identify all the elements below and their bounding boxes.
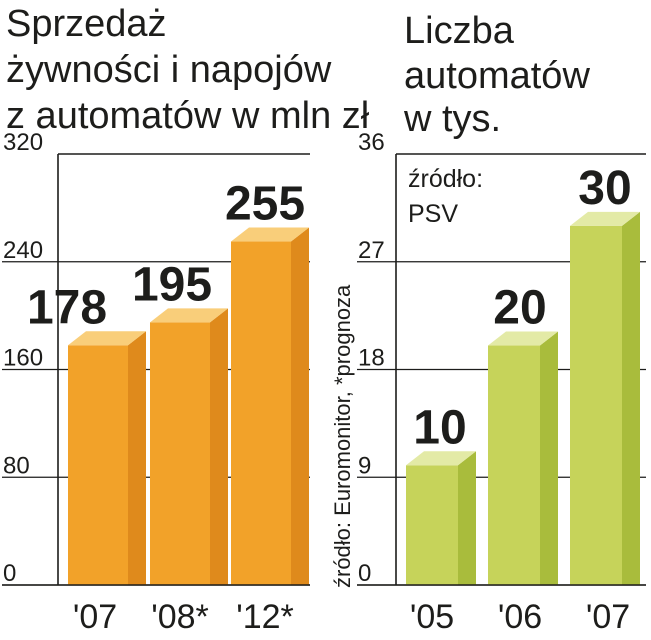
right-chart-plot: 0 9 18 27 36 10 '05 20 '06 30 '07 — [357, 129, 646, 636]
chart-0-bar-side — [210, 308, 228, 585]
chart-1-value-label: 20 — [493, 282, 546, 335]
chart-1-bar-side — [622, 211, 640, 586]
right-title-line-3: w tys. — [403, 98, 501, 140]
chart-0-bar-top — [150, 308, 228, 323]
chart-1-bar — [406, 465, 458, 585]
chart-0-bar — [68, 345, 128, 585]
right-title-line-2: automatów — [404, 55, 590, 97]
chart-1-y-tick-label: 0 — [358, 560, 371, 587]
chart-0-value-label: 255 — [225, 178, 305, 231]
chart-1-bar — [570, 225, 622, 586]
left-chart-plot: 0 80 160 240 320 178 '07 195 '08* 255 '12* — [2, 129, 310, 636]
chart-1-y-tick-label: 9 — [358, 452, 371, 479]
chart-0-category-label: '08* — [151, 598, 209, 636]
chart-1-bar-side — [458, 451, 476, 585]
chart-1-bar-top — [488, 331, 558, 346]
right-chart-title: Liczba automatów w tys. — [403, 10, 590, 140]
chart-1-category-label: '06 — [498, 598, 542, 636]
chart-1-y-tick-label: 27 — [358, 237, 385, 264]
left-title-line-1: Sprzedaż — [6, 3, 167, 45]
chart-0-y-tick-label: 160 — [3, 345, 43, 372]
chart-0-bar-top — [68, 331, 146, 346]
chart-0-bar — [150, 322, 210, 585]
right-title-line-1: Liczba — [404, 10, 515, 52]
chart-0-bar — [231, 241, 291, 585]
chart-1-bar-side — [540, 331, 558, 585]
chart-0-bar-top — [231, 227, 309, 242]
left-title-line-2: żywności i napojów — [6, 49, 332, 91]
chart-1-bar-top — [406, 451, 476, 466]
chart-1-bar-top — [570, 211, 640, 226]
chart-0-value-label: 178 — [27, 281, 107, 334]
chart-1-y-tick-label: 36 — [358, 129, 385, 156]
chart-0-category-label: '12* — [236, 598, 294, 636]
chart-1-bar — [488, 345, 540, 585]
chart-0-y-tick-label: 80 — [3, 452, 30, 479]
chart-0-value-label: 195 — [132, 258, 212, 311]
chart-1-category-label: '05 — [410, 598, 454, 636]
left-chart-source-note: źródło: Euromonitor, *prognoza — [330, 284, 355, 588]
right-chart-source-note: źródło: PSV — [408, 165, 483, 228]
chart-0-category-label: '07 — [73, 598, 117, 636]
chart-0-y-tick-label: 320 — [3, 129, 43, 156]
right-source-line-2: PSV — [408, 200, 458, 228]
chart-1-category-label: '07 — [586, 598, 630, 636]
chart-1-y-tick-label: 18 — [358, 345, 385, 372]
chart-0-y-tick-label: 240 — [3, 237, 43, 264]
left-title-line-3: z automatów w mln zł — [6, 95, 370, 137]
chart-0-bar-side — [291, 227, 309, 585]
chart-1-value-label: 10 — [413, 401, 466, 454]
chart-0-y-tick-label: 0 — [3, 560, 16, 587]
chart-1-value-label: 30 — [578, 162, 631, 215]
chart-0-bar-side — [128, 331, 146, 585]
left-chart-title: Sprzedaż żywności i napojów z automatów … — [6, 3, 370, 137]
right-source-line-1: źródło: — [408, 165, 483, 193]
